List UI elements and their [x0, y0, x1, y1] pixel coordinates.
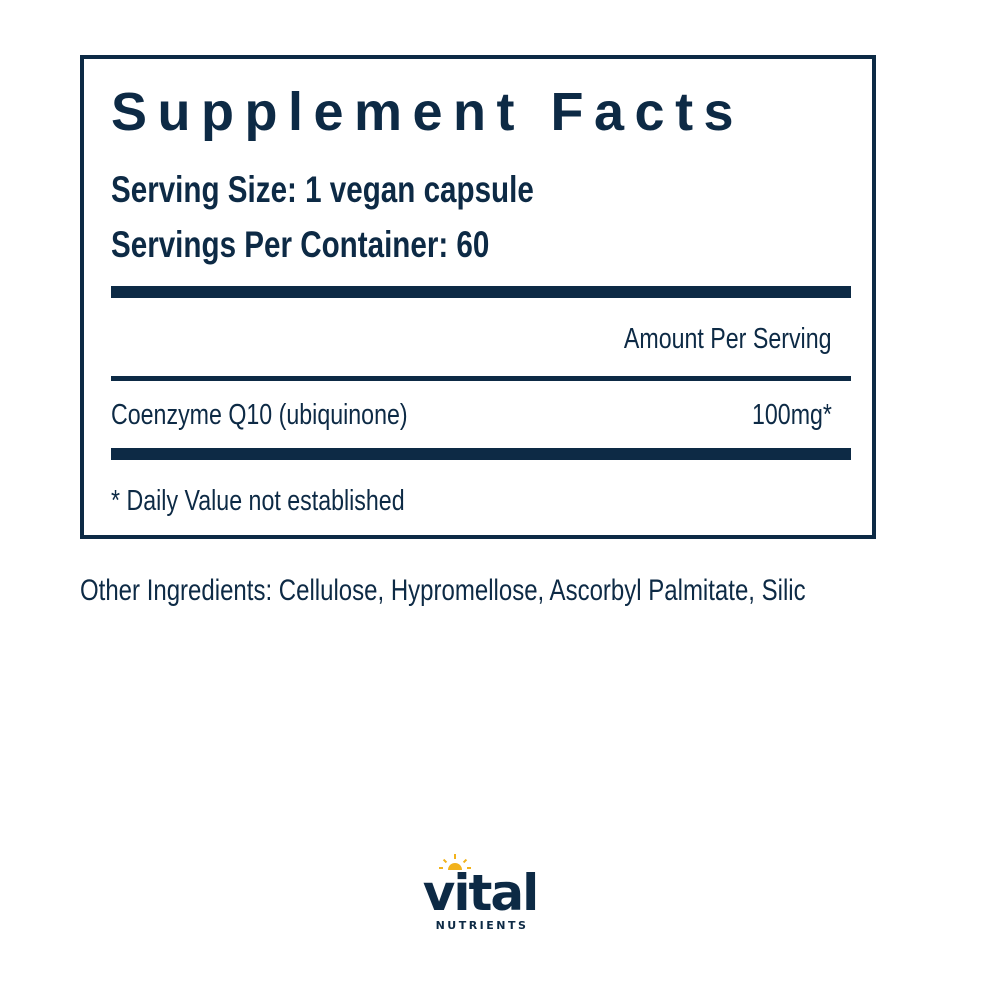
svg-text:vital: vital: [423, 864, 538, 922]
sun-icon: vital NUTRIENTS: [423, 854, 539, 932]
thick-divider: [111, 448, 851, 460]
other-ingredients: Other Ingredients: Cellulose, Hypromello…: [80, 574, 806, 607]
ingredient-amount: 100mg*: [752, 399, 832, 431]
svg-text:NUTRIENTS: NUTRIENTS: [436, 919, 529, 932]
vital-nutrients-logo: vital NUTRIENTS: [408, 852, 553, 932]
thick-divider: [111, 286, 851, 298]
footnote: * Daily Value not established: [111, 485, 405, 517]
thin-divider: [111, 376, 851, 381]
ingredient-name: Coenzyme Q10 (ubiquinone): [111, 399, 408, 431]
servings-per-container: Servings Per Container: 60: [111, 224, 490, 265]
serving-size: Serving Size: 1 vegan capsule: [111, 169, 534, 210]
amount-per-serving-header: Amount Per Serving: [624, 323, 832, 355]
panel-title: Supplement Facts: [111, 82, 745, 142]
supplement-facts-panel: Supplement Facts Serving Size: 1 vegan c…: [80, 55, 876, 539]
